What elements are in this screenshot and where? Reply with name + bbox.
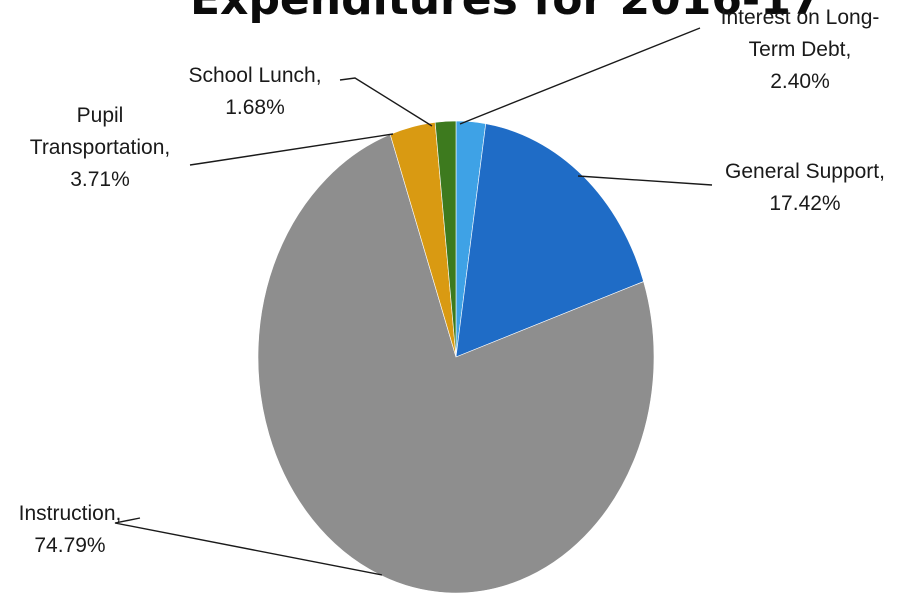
leader-line-school-lunch — [339, 77, 433, 127]
data-label-value: 74.79% — [34, 534, 106, 557]
leader-line-interest-on-long-term-debt — [459, 27, 701, 125]
leader-line-general-support — [577, 175, 713, 186]
leader-line-pupil-transportation — [189, 133, 394, 166]
pie-slice-school-lunch — [434, 120, 457, 358]
pie-slice-instruction — [257, 133, 655, 594]
data-label-interest-on-long-term-debt: Interest on Long- Term Debt, 2.40% — [700, 2, 900, 98]
data-label-school-lunch: School Lunch, 1.68% — [170, 60, 340, 124]
data-label-value: 3.71% — [70, 168, 130, 191]
data-label-general-support: General Support, 17.42% — [705, 156, 905, 220]
data-label-value: 1.68% — [225, 96, 285, 119]
data-label-value: 2.40% — [770, 70, 830, 93]
data-label-category: Interest on Long- — [720, 6, 880, 29]
data-label-instruction: Instruction, 74.79% — [0, 498, 140, 562]
data-label-category: Instruction, — [18, 502, 122, 525]
data-label-category: School Lunch, — [188, 64, 322, 87]
data-label-pupil-transportation: Pupil Transportation, 3.71% — [0, 100, 200, 196]
data-label-category: Pupil — [76, 104, 124, 127]
data-label-category: Term Debt, — [748, 38, 852, 61]
data-label-value: 17.42% — [769, 192, 841, 215]
data-label-category: General Support, — [725, 160, 885, 183]
chart-title: Expenditures for 2016-17 — [190, 0, 821, 22]
leader-line-instruction — [114, 517, 383, 576]
data-label-category: Transportation, — [29, 136, 171, 159]
